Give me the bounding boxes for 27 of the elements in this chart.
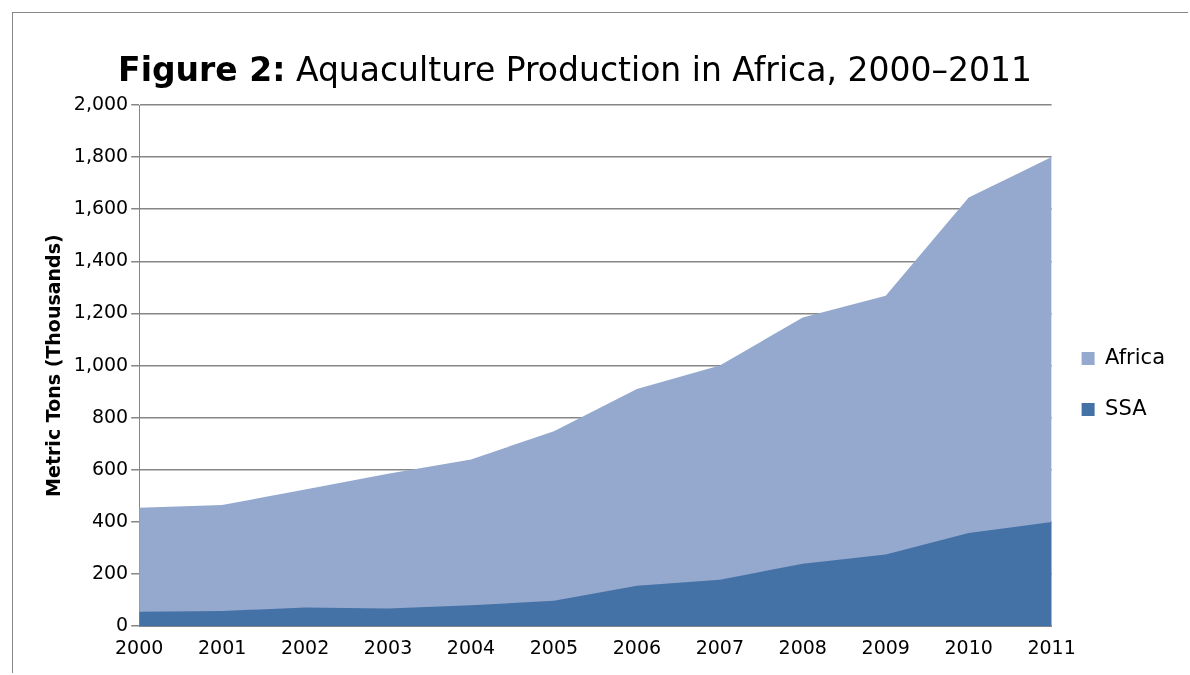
x-tick-label: 2006 xyxy=(612,635,662,658)
legend-label: Africa xyxy=(1105,344,1166,369)
y-tick-label: 400 xyxy=(91,508,129,531)
y-tick-label: 600 xyxy=(91,456,129,479)
x-tick-label: 2000 xyxy=(115,635,164,658)
x-tick-label: 2010 xyxy=(944,635,993,658)
x-tick-label: 2004 xyxy=(446,635,496,658)
x-tick-label: 2009 xyxy=(861,635,910,658)
y-tick-label: 1,800 xyxy=(73,144,129,167)
x-tick-label: 2001 xyxy=(197,635,247,658)
y-tick-label: 800 xyxy=(91,404,129,427)
x-tick-label: 2003 xyxy=(363,635,413,658)
y-tick-label: 1,600 xyxy=(73,196,129,219)
y-axis-title: Metric Tons (Thousands) xyxy=(42,234,65,497)
x-tick-label: 2011 xyxy=(1027,635,1076,658)
x-tick-label: 2005 xyxy=(529,635,579,658)
x-tick-label: 2008 xyxy=(778,635,827,658)
y-tick-label: 0 xyxy=(116,613,129,636)
y-tick-label: 1,400 xyxy=(73,248,129,271)
x-tick-label: 2002 xyxy=(280,635,330,658)
legend-label: SSA xyxy=(1105,395,1148,420)
x-tick-label: 2007 xyxy=(695,635,744,658)
y-tick-label: 2,000 xyxy=(73,91,129,114)
y-tick-label: 1,000 xyxy=(73,352,129,375)
y-tick-label: 1,200 xyxy=(73,300,129,323)
chart-title: Figure 2: Aquaculture Production in Africa, 2000–2011 xyxy=(118,50,1032,89)
y-tick-label: 200 xyxy=(91,561,129,584)
